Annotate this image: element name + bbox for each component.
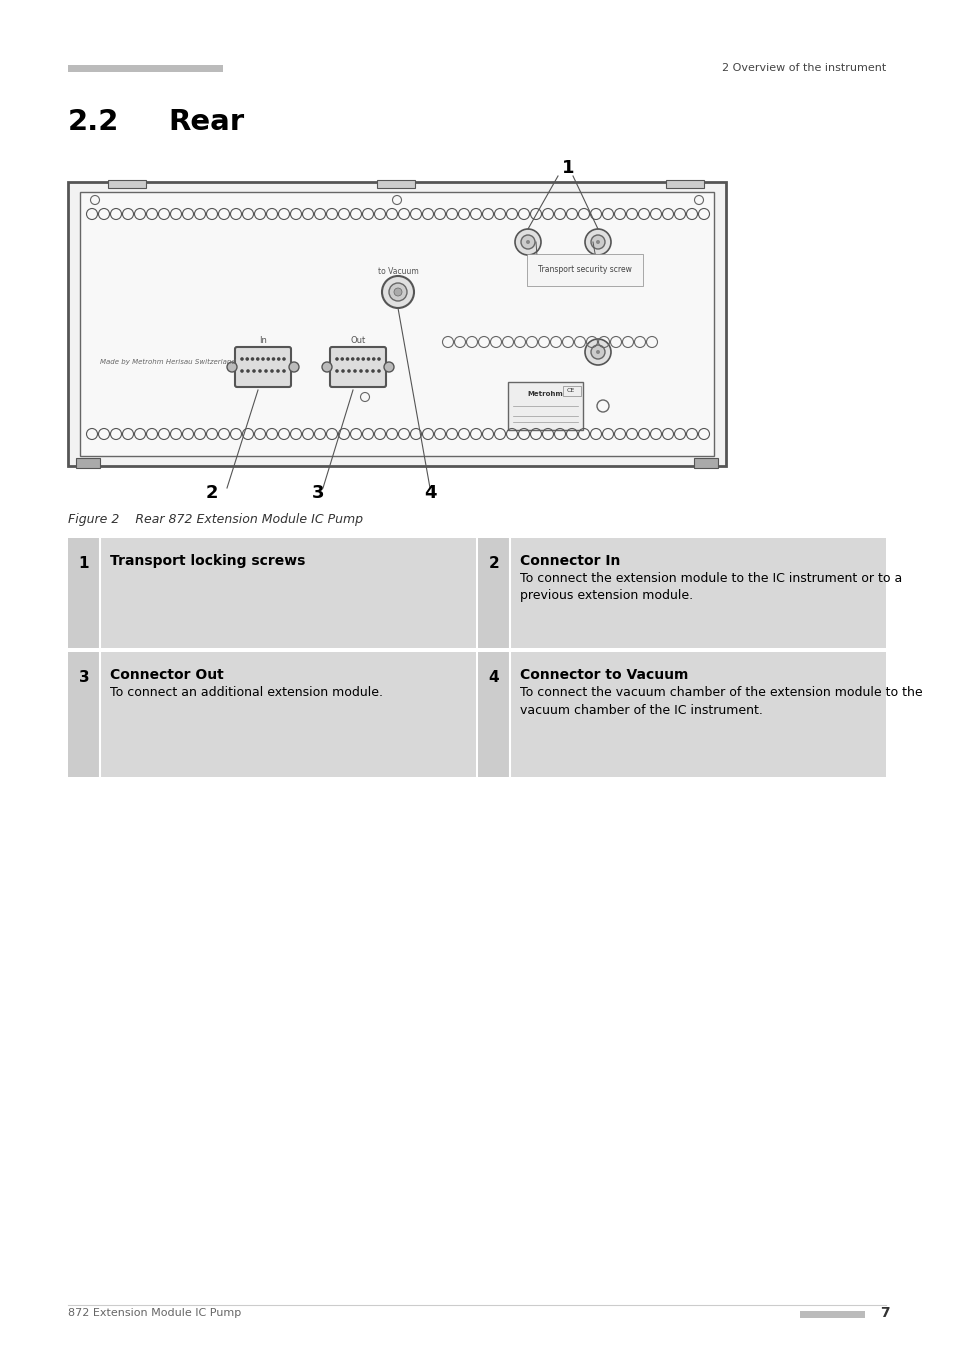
Text: to Vacuum: to Vacuum	[377, 267, 418, 275]
FancyBboxPatch shape	[234, 347, 291, 387]
Text: To connect the extension module to the IC instrument or to a previous extension : To connect the extension module to the I…	[519, 572, 902, 602]
Circle shape	[359, 369, 362, 373]
Text: Out: Out	[350, 336, 365, 346]
Bar	[68, 652, 100, 778]
Text: Transport locking screws: Transport locking screws	[110, 554, 305, 568]
Circle shape	[341, 369, 344, 373]
Text: Transport security screw: Transport security screw	[537, 266, 631, 274]
Text: 2.2: 2.2	[68, 108, 119, 136]
Circle shape	[282, 358, 286, 360]
Circle shape	[272, 358, 275, 360]
Circle shape	[351, 358, 355, 360]
Circle shape	[240, 369, 244, 373]
Circle shape	[590, 346, 604, 359]
Text: 4: 4	[488, 670, 498, 684]
Bar	[477, 539, 885, 648]
Circle shape	[365, 369, 369, 373]
Circle shape	[340, 358, 344, 360]
FancyBboxPatch shape	[330, 347, 386, 387]
Circle shape	[361, 358, 365, 360]
Text: Rear: Rear	[168, 108, 244, 136]
Circle shape	[394, 288, 401, 296]
Circle shape	[525, 240, 530, 244]
Text: 2 Overview of the instrument: 2 Overview of the instrument	[721, 63, 885, 73]
Circle shape	[381, 275, 414, 308]
Text: 872 Extension Module IC Pump: 872 Extension Module IC Pump	[68, 1308, 241, 1318]
Text: 4: 4	[423, 485, 436, 502]
Circle shape	[258, 369, 261, 373]
Circle shape	[252, 369, 255, 373]
Circle shape	[245, 358, 249, 360]
Text: Connector In: Connector In	[519, 554, 619, 568]
Bar	[68, 539, 476, 648]
Bar	[477, 539, 510, 648]
Circle shape	[596, 240, 599, 244]
Bar	[562, 386, 580, 396]
FancyBboxPatch shape	[80, 192, 713, 456]
Circle shape	[335, 358, 338, 360]
Text: 7: 7	[879, 1305, 889, 1320]
Text: 3: 3	[78, 670, 90, 684]
Circle shape	[353, 369, 356, 373]
Text: 1: 1	[561, 159, 574, 177]
Circle shape	[520, 235, 535, 248]
Circle shape	[227, 362, 236, 373]
Bar	[108, 180, 146, 188]
Bar	[477, 652, 510, 778]
Circle shape	[389, 284, 407, 301]
Circle shape	[335, 369, 338, 373]
Bar	[76, 458, 100, 468]
Circle shape	[366, 358, 370, 360]
Text: 3: 3	[312, 485, 324, 502]
Bar	[507, 382, 582, 431]
Circle shape	[251, 358, 254, 360]
Circle shape	[355, 358, 359, 360]
Text: To connect the vacuum chamber of the extension module to the vacuum chamber of t: To connect the vacuum chamber of the ext…	[519, 686, 922, 717]
Bar	[665, 180, 703, 188]
Circle shape	[384, 362, 394, 373]
Bar	[800, 1311, 864, 1318]
Circle shape	[322, 362, 332, 373]
Text: Connector Out: Connector Out	[110, 668, 224, 682]
Bar	[477, 652, 885, 778]
Circle shape	[270, 369, 274, 373]
Circle shape	[372, 358, 375, 360]
Text: 1: 1	[79, 556, 90, 571]
Text: Metrohm: Metrohm	[527, 392, 562, 397]
Text: Made by Metrohm Herisau Switzerland: Made by Metrohm Herisau Switzerland	[100, 359, 235, 364]
Circle shape	[289, 362, 298, 373]
Circle shape	[596, 350, 599, 354]
Circle shape	[371, 369, 375, 373]
FancyBboxPatch shape	[68, 182, 725, 466]
Circle shape	[246, 369, 250, 373]
Circle shape	[276, 358, 280, 360]
Text: 2: 2	[206, 485, 218, 502]
Text: 2: 2	[488, 556, 498, 571]
Text: In: In	[259, 336, 267, 346]
Bar	[68, 539, 100, 648]
Circle shape	[584, 339, 610, 365]
Text: To connect an additional extension module.: To connect an additional extension modul…	[110, 686, 382, 699]
Circle shape	[584, 230, 610, 255]
Circle shape	[264, 369, 268, 373]
Circle shape	[282, 369, 286, 373]
Text: Figure 2    Rear 872 Extension Module IC Pump: Figure 2 Rear 872 Extension Module IC Pu…	[68, 513, 363, 526]
Circle shape	[515, 230, 540, 255]
Bar	[68, 652, 476, 778]
Circle shape	[255, 358, 259, 360]
Text: CE: CE	[566, 387, 575, 393]
Circle shape	[266, 358, 270, 360]
Circle shape	[590, 235, 604, 248]
Bar	[376, 180, 415, 188]
Circle shape	[276, 369, 279, 373]
Bar	[68, 65, 223, 72]
Text: Connector to Vacuum: Connector to Vacuum	[519, 668, 688, 682]
Circle shape	[376, 358, 380, 360]
Circle shape	[347, 369, 351, 373]
Bar	[693, 458, 718, 468]
Circle shape	[376, 369, 380, 373]
Circle shape	[240, 358, 244, 360]
Circle shape	[261, 358, 265, 360]
Circle shape	[345, 358, 349, 360]
